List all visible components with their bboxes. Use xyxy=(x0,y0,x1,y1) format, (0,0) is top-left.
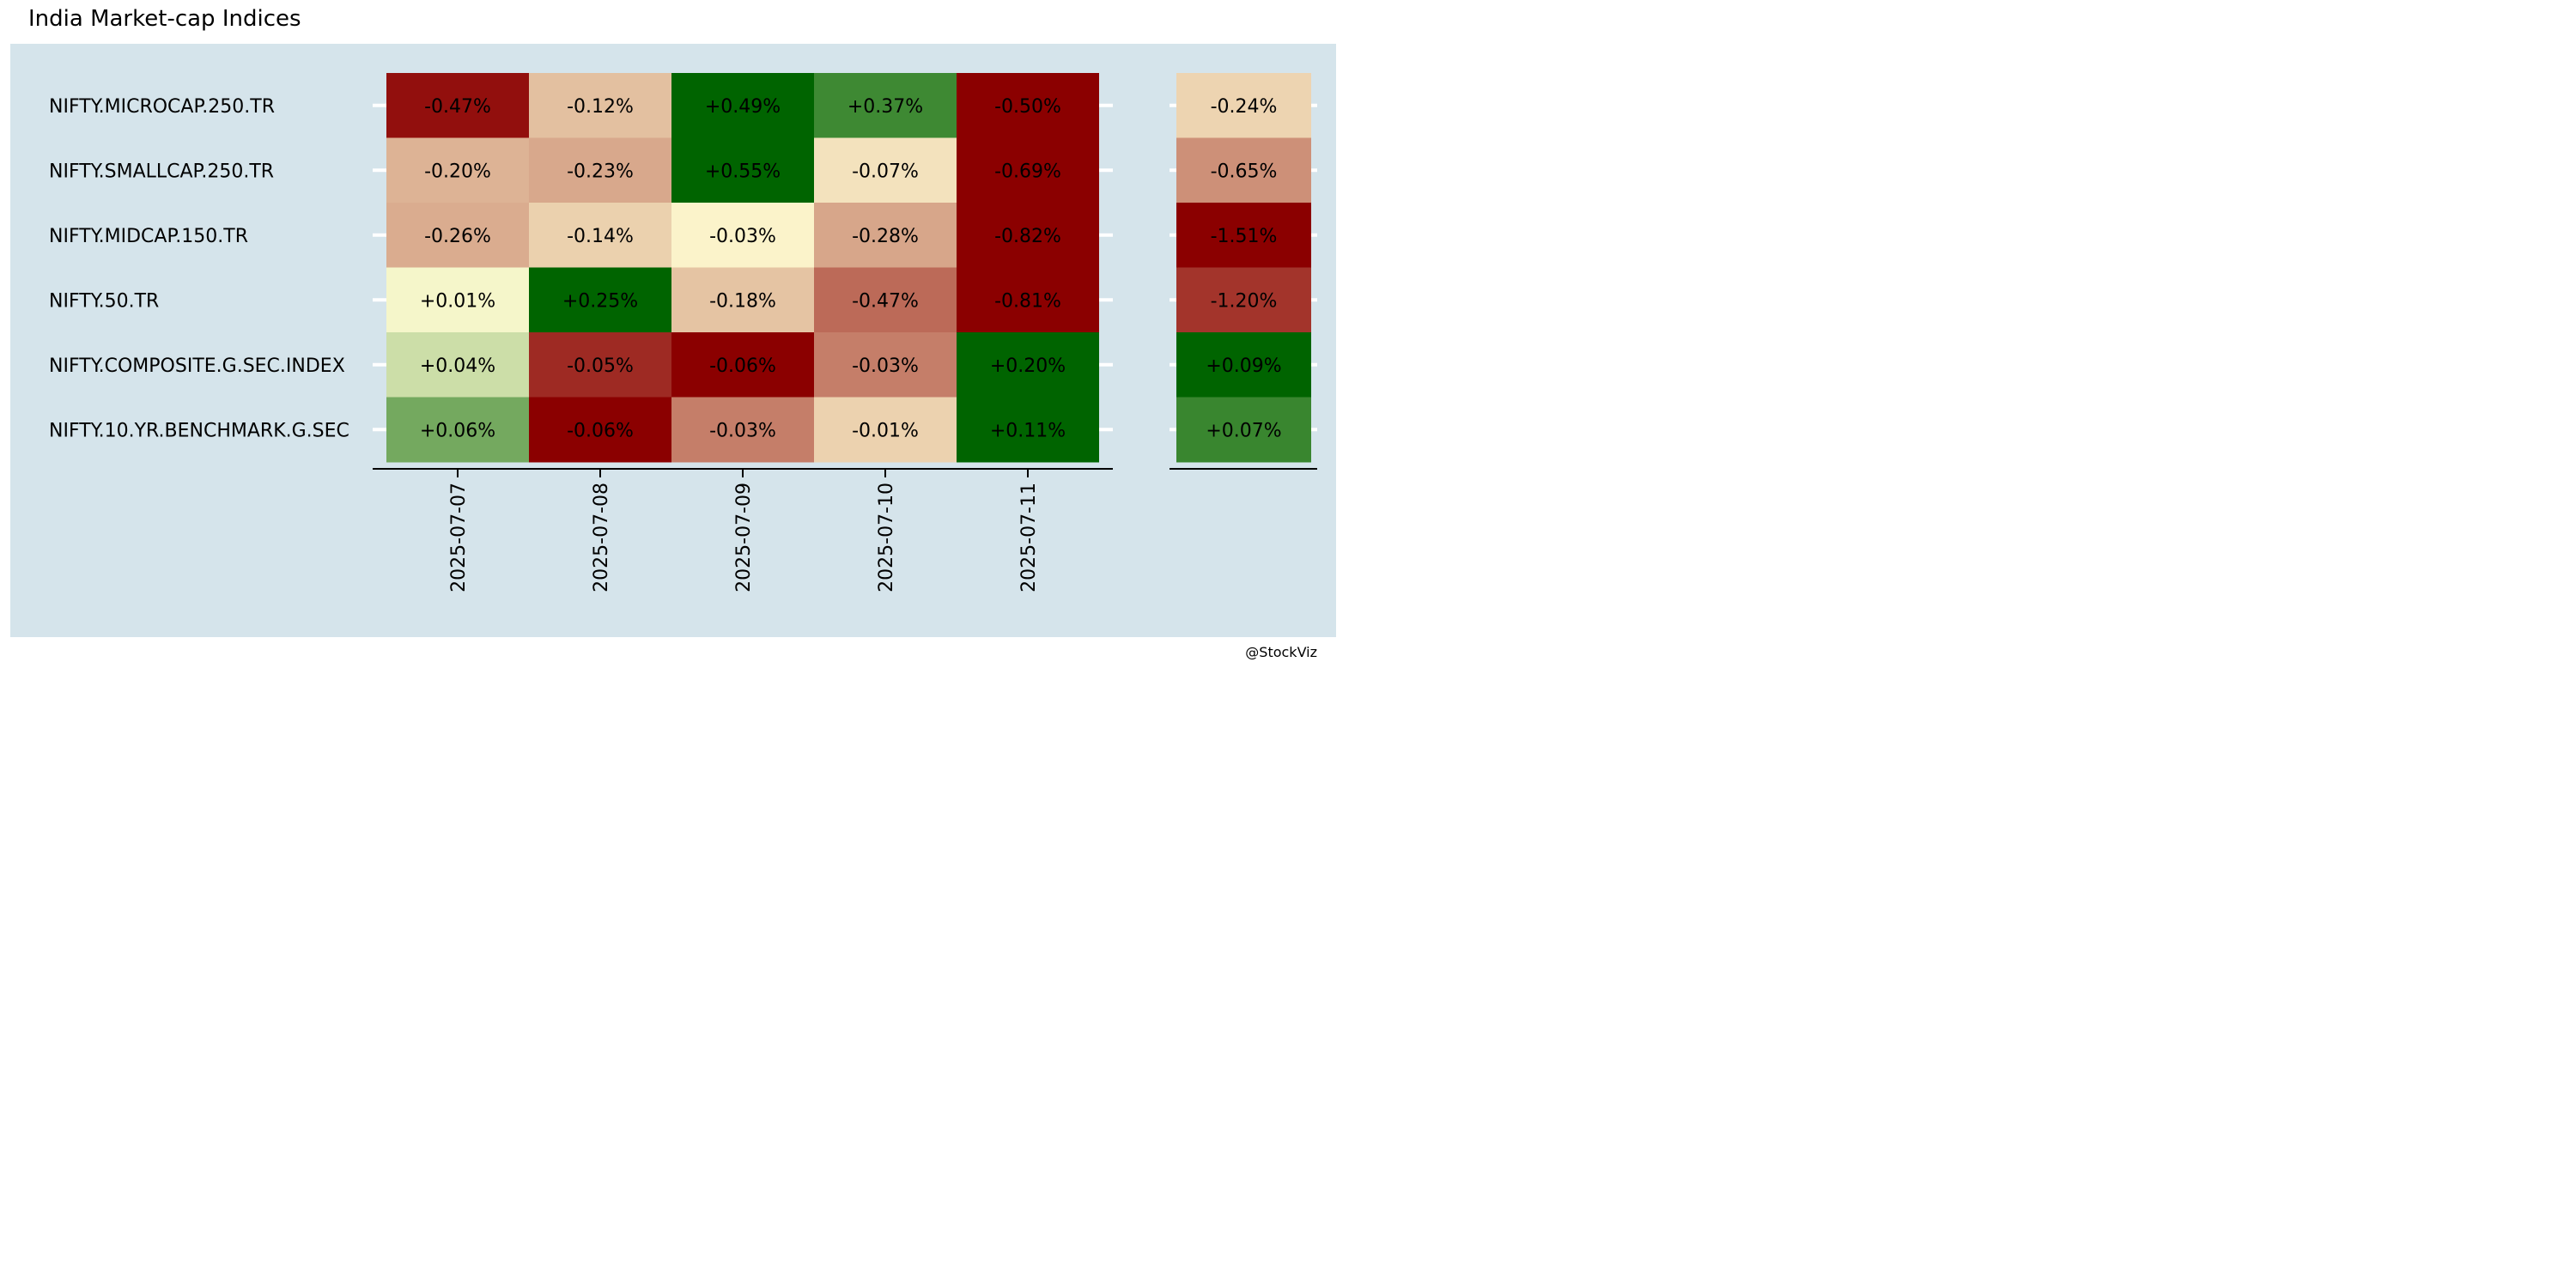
cell-value-label: -0.47% xyxy=(424,96,491,118)
y-axis-label: NIFTY.50.TR xyxy=(49,290,159,312)
heatmap-cell xyxy=(529,397,671,463)
heatmap-cell xyxy=(671,332,814,398)
y-axis-label: NIFTY.SMALLCAP.250.TR xyxy=(49,161,274,182)
cell-value-label: +0.06% xyxy=(420,420,495,441)
heatmap-cell xyxy=(957,73,1099,138)
total-value-label: -1.51% xyxy=(1211,226,1278,247)
cell-value-label: +0.25% xyxy=(562,290,638,312)
total-cell xyxy=(1176,332,1311,398)
heatmap-cell xyxy=(957,137,1099,204)
cell-value-label: -0.23% xyxy=(567,161,634,182)
heatmap-cell xyxy=(386,203,529,268)
heatmap-cell xyxy=(529,332,671,398)
main-heatmap-grid: -0.47% -0.12% +0.49% +0.37% -0.50% -0.20% -0.2… xyxy=(386,73,1099,463)
heatmap-cell xyxy=(386,137,529,204)
heatmap-cell xyxy=(529,203,671,268)
y-axis-label: NIFTY.COMPOSITE.G.SEC.INDEX xyxy=(49,355,345,377)
heatmap-cell xyxy=(386,73,529,138)
cell-value-label: -0.20% xyxy=(424,161,491,182)
heatmap-cell xyxy=(814,397,957,463)
cell-value-label: -0.07% xyxy=(852,161,919,182)
cell-value-label: -0.05% xyxy=(567,355,634,377)
y-axis-label: NIFTY.10.YR.BENCHMARK.G.SEC xyxy=(49,420,349,441)
heatmap-cell xyxy=(671,203,814,268)
heatmap-cell xyxy=(386,397,529,463)
heatmap-cell xyxy=(814,137,957,204)
cell-value-label: +0.37% xyxy=(848,96,923,118)
cell-value-label: -0.82% xyxy=(994,226,1061,247)
cell-value-label: -0.06% xyxy=(567,420,634,441)
heatmap-chart: -0.47% -0.12% +0.49% +0.37% -0.50% -0.20% -0.2… xyxy=(10,44,1336,637)
heatmap-cell xyxy=(957,203,1099,268)
x-axis-label: 2025-07-08 xyxy=(591,483,612,592)
period-total-heatmap-grid: -0.24% -0.65% -1.51% -1.20% +0.09% +0.07% xyxy=(1176,73,1311,463)
heatmap-cell xyxy=(386,267,529,333)
cell-value-label: +0.55% xyxy=(705,161,781,182)
heatmap-cell xyxy=(814,332,957,398)
heatmap-cell xyxy=(529,73,671,138)
x-axis-label: 2025-07-10 xyxy=(876,483,897,592)
cell-value-label: -0.47% xyxy=(852,290,919,312)
heatmap-cell xyxy=(957,332,1099,398)
heatmap-cell xyxy=(671,73,814,138)
cell-value-label: -0.03% xyxy=(709,420,776,441)
x-axis-label: 2025-07-07 xyxy=(448,483,470,592)
total-value-label: +0.09% xyxy=(1206,355,1281,377)
heatmap-cell xyxy=(671,137,814,204)
cell-value-label: -0.50% xyxy=(994,96,1061,118)
heatmap-cell xyxy=(814,73,957,138)
total-cell xyxy=(1176,267,1311,333)
heatmap-cell xyxy=(957,267,1099,333)
cell-value-label: -0.06% xyxy=(709,355,776,377)
cell-value-label: -0.69% xyxy=(994,161,1061,182)
total-value-label: -0.24% xyxy=(1211,96,1278,118)
heatmap-cell xyxy=(529,137,671,204)
heatmap-cell xyxy=(814,267,957,333)
cell-value-label: +0.04% xyxy=(420,355,495,377)
cell-value-label: -0.18% xyxy=(709,290,776,312)
heatmap-cell xyxy=(671,397,814,463)
cell-value-label: -0.03% xyxy=(852,355,919,377)
y-axis-label: NIFTY.MICROCAP.250.TR xyxy=(49,96,275,118)
cell-value-label: -0.01% xyxy=(852,420,919,441)
main-heatmap-axes: NIFTY.MICROCAP.250.TR NIFTY.SMALLCAP.250.… xyxy=(49,96,1113,592)
heatmap-cell xyxy=(814,203,957,268)
cell-value-label: -0.14% xyxy=(567,226,634,247)
heatmap-cell xyxy=(386,332,529,398)
total-cell xyxy=(1176,137,1311,204)
cell-value-label: -0.81% xyxy=(994,290,1061,312)
total-value-label: -1.20% xyxy=(1211,290,1278,312)
source-credit: @StockViz xyxy=(1245,644,1317,660)
heatmap-cell xyxy=(671,267,814,333)
x-axis-label: 2025-07-09 xyxy=(733,483,755,592)
total-value-label: +0.07% xyxy=(1206,420,1281,441)
cell-value-label: -0.03% xyxy=(709,226,776,247)
cell-value-label: +0.11% xyxy=(990,420,1066,441)
page-title: India Market-cap Indices xyxy=(28,6,301,32)
cell-value-label: -0.12% xyxy=(567,96,634,118)
cell-value-label: +0.49% xyxy=(705,96,781,118)
cell-value-label: +0.20% xyxy=(990,355,1066,377)
total-cell xyxy=(1176,203,1311,268)
cell-value-label: -0.26% xyxy=(424,226,491,247)
heatmap-cell xyxy=(529,267,671,333)
cell-value-label: +0.01% xyxy=(420,290,495,312)
x-axis-label: 2025-07-11 xyxy=(1018,483,1040,592)
cell-value-label: -0.28% xyxy=(852,226,919,247)
total-cell xyxy=(1176,73,1311,138)
total-cell xyxy=(1176,397,1311,463)
y-axis-label: NIFTY.MIDCAP.150.TR xyxy=(49,226,248,247)
period-total-axes xyxy=(1170,103,1317,470)
heatmap-cell xyxy=(957,397,1099,463)
total-value-label: -0.65% xyxy=(1211,161,1278,182)
